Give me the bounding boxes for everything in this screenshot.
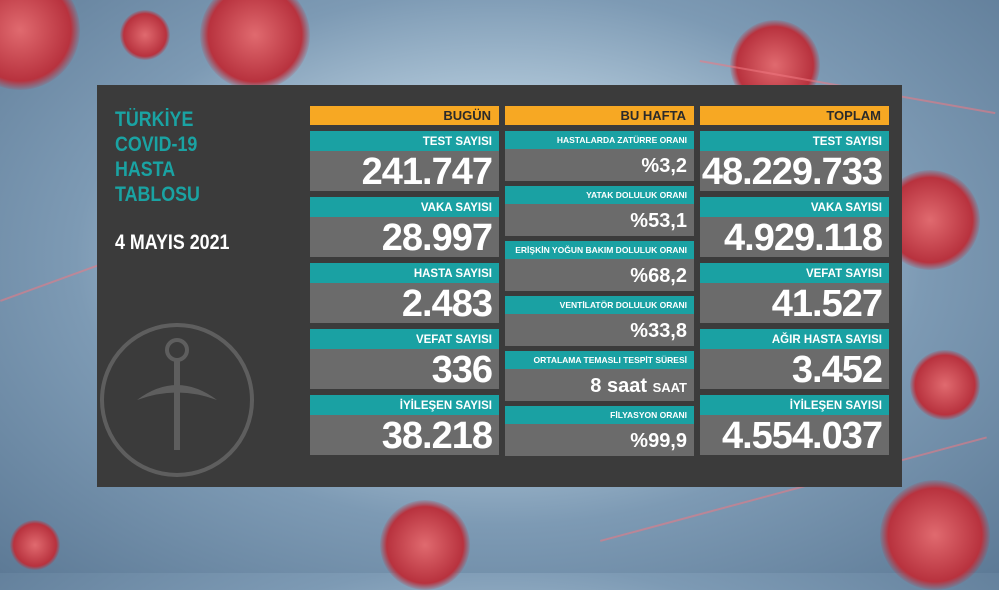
- today-stat-card: VAKA SAYISI 28.997: [310, 197, 499, 259]
- today-stat-card: VEFAT SAYISI 336: [310, 329, 499, 391]
- stat-label: FİLYASYON ORANI: [505, 406, 694, 424]
- table-title: TÜRKİYE COVID-19 HASTA TABLOSU: [115, 107, 200, 207]
- stat-value-text: 48.229.733: [701, 151, 883, 193]
- stat-value-text: 336: [431, 349, 493, 391]
- ministry-emblem-icon: [100, 323, 254, 477]
- stat-unit: SAAT: [652, 380, 687, 395]
- stat-label: HASTALARDA ZATÜRRE ORANI: [505, 131, 694, 149]
- stat-label: İYİLEŞEN SAYISI: [700, 395, 889, 415]
- stat-value-text: 28.997: [381, 217, 493, 259]
- stat-label: HASTA SAYISI: [310, 263, 499, 283]
- stat-value: 48.229.733: [700, 151, 889, 193]
- total-stat-card: AĞIR HASTA SAYISI 3.452: [700, 329, 889, 391]
- title-line: TÜRKİYE: [115, 108, 194, 131]
- stat-value: 8 saat SAAT: [505, 369, 694, 401]
- total-header: TOPLAM: [700, 106, 889, 125]
- stat-value-text: 241.747: [361, 151, 493, 193]
- title-line: HASTA: [115, 158, 176, 181]
- week-stat-card: ORTALAMA TEMASLI TESPİT SÜRESİ 8 saat SAA…: [505, 351, 694, 401]
- stat-label: VEFAT SAYISI: [310, 329, 499, 349]
- today-stat-card: TEST SAYISI 241.747: [310, 131, 499, 193]
- stat-value: %3,2: [505, 149, 694, 181]
- stat-value: 41.527: [700, 283, 889, 325]
- stat-label: VAKA SAYISI: [310, 197, 499, 217]
- stat-value-text: 38.218: [381, 415, 493, 457]
- week-column: BU HAFTA HASTALARDA ZATÜRRE ORANI %3,2 YAT…: [505, 106, 694, 456]
- total-stat-card: VAKA SAYISI 4.929.118: [700, 197, 889, 259]
- total-stat-card: VEFAT SAYISI 41.527: [700, 263, 889, 325]
- today-header: BUGÜN: [310, 106, 499, 125]
- stat-label: YATAK DOLULUK ORANI: [505, 186, 694, 204]
- title-line: TABLOSU: [115, 183, 200, 206]
- stat-value-text: %53,1: [630, 210, 687, 232]
- stat-label: ERİŞKİN YOĞUN BAKIM DOLULUK ORANI: [505, 241, 694, 259]
- total-stat-card: TEST SAYISI 48.229.733: [700, 131, 889, 193]
- stat-value: 4.929.118: [700, 217, 889, 259]
- week-stat-card: VENTİLATÖR DOLULUK ORANI %33,8: [505, 296, 694, 346]
- stat-label: VENTİLATÖR DOLULUK ORANI: [505, 296, 694, 314]
- today-stat-card: İYİLEŞEN SAYISI 38.218: [310, 395, 499, 457]
- week-stat-card: FİLYASYON ORANI %99,9: [505, 406, 694, 456]
- stat-value-text: 2.483: [401, 283, 493, 325]
- today-column: BUGÜN TEST SAYISI 241.747 VAKA SAYISI 28.99…: [310, 106, 499, 457]
- title-line: COVID-19: [115, 133, 198, 156]
- stat-value: %99,9: [505, 424, 694, 456]
- stat-value-text: 4.554.037: [721, 415, 883, 457]
- stat-value: 241.747: [310, 151, 499, 193]
- total-column: TOPLAM TEST SAYISI 48.229.733 VAKA SAYISI 4…: [700, 106, 889, 457]
- stat-label: VEFAT SAYISI: [700, 263, 889, 283]
- stat-value-text: 41.527: [771, 283, 883, 325]
- stat-value-text: %33,8: [630, 320, 687, 342]
- stat-value-text: 4.929.118: [724, 217, 883, 259]
- stat-label: TEST SAYISI: [310, 131, 499, 151]
- total-stat-card: İYİLEŞEN SAYISI 4.554.037: [700, 395, 889, 457]
- stat-value-text: %68,2: [630, 265, 687, 287]
- stat-value: 28.997: [310, 217, 499, 259]
- stat-value: 3.452: [700, 349, 889, 391]
- week-stat-card: HASTALARDA ZATÜRRE ORANI %3,2: [505, 131, 694, 181]
- covid-table-panel: TÜRKİYE COVID-19 HASTA TABLOSU 4 MAYIS 2…: [97, 85, 902, 487]
- stat-value: 336: [310, 349, 499, 391]
- stat-value: 4.554.037: [700, 415, 889, 457]
- stat-value-text: 3.452: [791, 349, 883, 391]
- stat-value: %33,8: [505, 314, 694, 346]
- stat-label: VAKA SAYISI: [700, 197, 889, 217]
- report-date: 4 MAYIS 2021: [115, 231, 230, 254]
- stat-value: %68,2: [505, 259, 694, 291]
- stat-value: 38.218: [310, 415, 499, 457]
- stat-value: 2.483: [310, 283, 499, 325]
- stat-label: ORTALAMA TEMASLI TESPİT SÜRESİ: [505, 351, 694, 369]
- stat-value: %53,1: [505, 204, 694, 236]
- week-header: BU HAFTA: [505, 106, 694, 125]
- week-stat-card: YATAK DOLULUK ORANI %53,1: [505, 186, 694, 236]
- stat-label: İYİLEŞEN SAYISI: [310, 395, 499, 415]
- stat-value-text: %3,2: [641, 155, 687, 177]
- stat-value-text: 8 saat: [590, 375, 647, 397]
- today-stat-card: HASTA SAYISI 2.483: [310, 263, 499, 325]
- stat-value-text: %99,9: [630, 430, 687, 452]
- stat-label: AĞIR HASTA SAYISI: [700, 329, 889, 349]
- stat-label: TEST SAYISI: [700, 131, 889, 151]
- week-stat-card: ERİŞKİN YOĞUN BAKIM DOLULUK ORANI %68,2: [505, 241, 694, 291]
